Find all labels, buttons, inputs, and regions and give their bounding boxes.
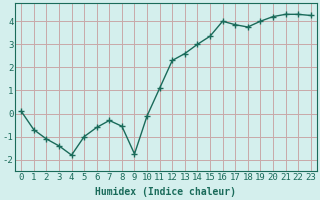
X-axis label: Humidex (Indice chaleur): Humidex (Indice chaleur) bbox=[95, 187, 236, 197]
